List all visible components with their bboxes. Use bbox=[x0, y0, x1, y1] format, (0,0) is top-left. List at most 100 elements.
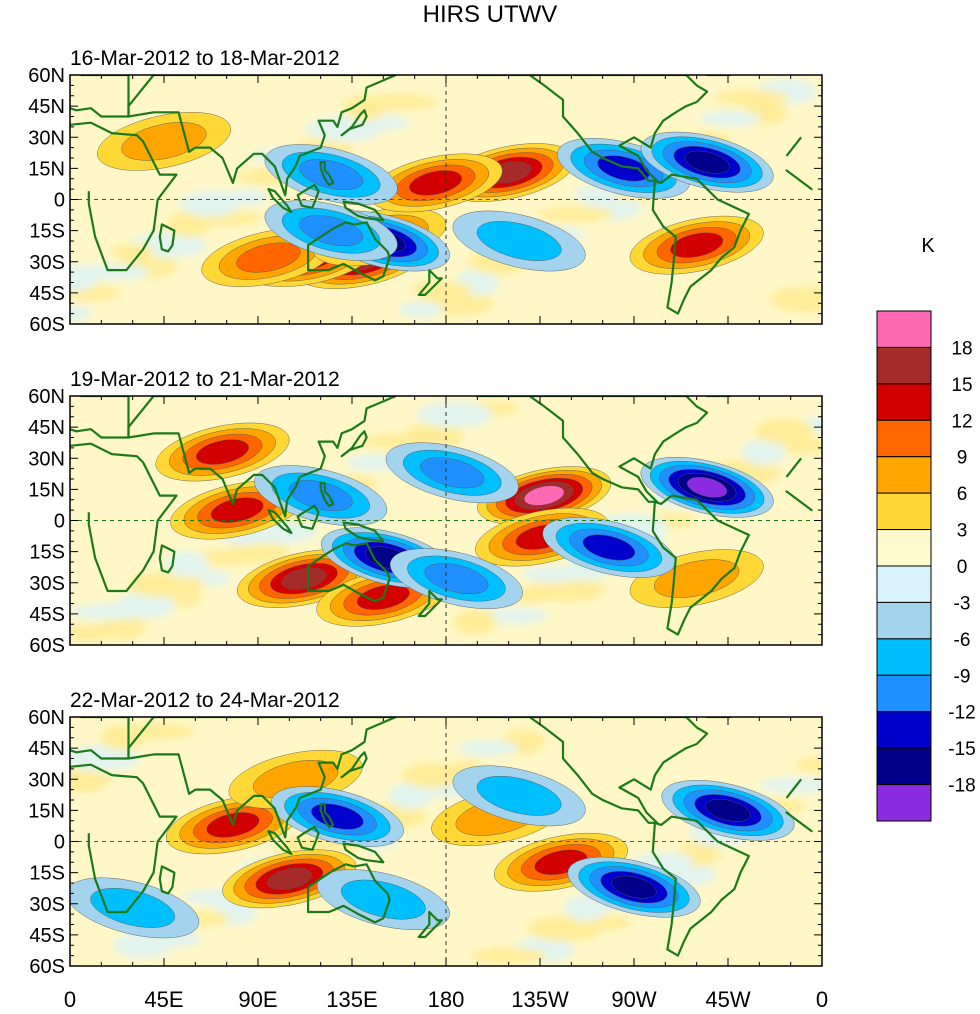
lat-label: 45N bbox=[28, 738, 65, 760]
anomaly-field bbox=[70, 717, 822, 966]
colorbar-swatch bbox=[876, 492, 932, 531]
lat-label: 30S bbox=[29, 252, 65, 274]
coastline bbox=[342, 521, 385, 543]
contour-level bbox=[524, 485, 565, 506]
background-blob bbox=[754, 418, 815, 445]
contour-level bbox=[281, 567, 327, 590]
background-blob bbox=[110, 243, 155, 260]
background-blob bbox=[416, 401, 493, 428]
lon-label: 180 bbox=[428, 987, 465, 1012]
lat-label: 15N bbox=[28, 479, 65, 501]
map-panel: 60N 45N 30N 15N 0 15S 30S 45S 60S 19-Mar-2012 to … bbox=[28, 368, 823, 657]
colorbar-label: 3 bbox=[957, 521, 968, 542]
coastline bbox=[70, 763, 813, 914]
coastline bbox=[307, 542, 391, 603]
colorbar-swatch bbox=[876, 784, 932, 822]
colorbar-swatch bbox=[876, 747, 932, 786]
lat-label: 30S bbox=[29, 573, 65, 595]
colorbar-swatch bbox=[876, 674, 932, 713]
background-blob bbox=[71, 603, 148, 620]
coastline bbox=[127, 75, 397, 197]
colorbar-label: -6 bbox=[954, 630, 971, 651]
lat-label: 30N bbox=[28, 769, 65, 791]
lat-label: 60N bbox=[28, 386, 65, 408]
lat-label: 60S bbox=[29, 956, 65, 978]
lat-label: 0 bbox=[54, 511, 65, 533]
coastline bbox=[296, 183, 320, 209]
background-blob bbox=[741, 439, 786, 466]
lon-label: 45E bbox=[144, 987, 183, 1012]
background-blob bbox=[758, 777, 822, 794]
anomaly-feature bbox=[385, 442, 519, 504]
background-blob bbox=[70, 305, 92, 322]
anomaly-feature bbox=[155, 422, 290, 482]
colorbar-label: 6 bbox=[957, 484, 968, 505]
coastline bbox=[476, 396, 709, 503]
coastline bbox=[127, 396, 397, 518]
background-blob bbox=[457, 740, 518, 757]
colorbar-swatch bbox=[876, 711, 932, 749]
background-blob bbox=[453, 609, 498, 636]
map-panel: 60N 45N 30N 15N 0 15S 30S 45S 60S 16-Mar-2012 to … bbox=[28, 47, 823, 336]
coastline bbox=[342, 842, 385, 864]
anomaly-field bbox=[70, 75, 822, 324]
background-blob bbox=[769, 286, 822, 313]
contour-level bbox=[90, 888, 175, 928]
colorbar-label: 12 bbox=[951, 411, 972, 432]
coastline bbox=[417, 589, 443, 618]
lon-label: 135W bbox=[511, 987, 569, 1012]
colorbar-swatch bbox=[876, 456, 932, 494]
anomaly-feature bbox=[452, 765, 586, 827]
coastline bbox=[296, 504, 320, 530]
colorbar-label: -12 bbox=[948, 703, 975, 724]
anomaly-feature bbox=[661, 780, 795, 841]
contour-level bbox=[582, 534, 636, 561]
coastline bbox=[342, 200, 385, 222]
coastline bbox=[319, 161, 335, 187]
coastline bbox=[267, 188, 293, 214]
background-blob bbox=[70, 265, 99, 292]
panel-label: 22-Mar-2012 to 24-Mar-2012 bbox=[70, 689, 340, 712]
background-blob bbox=[712, 89, 789, 106]
background-blob bbox=[527, 915, 604, 942]
background-blob bbox=[100, 724, 145, 751]
anomaly-feature bbox=[640, 456, 774, 518]
lon-label: 45W bbox=[705, 987, 750, 1012]
anomaly-feature bbox=[97, 112, 231, 171]
coastlines bbox=[70, 396, 813, 636]
colorbar-label: 9 bbox=[957, 448, 968, 469]
coastline bbox=[706, 396, 732, 398]
colorbar-swatch bbox=[876, 419, 932, 458]
map-panel: 60N 45N 30N 15N 0 15S 30S 45S 60S 22-Mar-2012 to … bbox=[28, 689, 823, 978]
background-blob bbox=[128, 571, 205, 598]
colorbar-swatch bbox=[876, 346, 932, 385]
map-panels: 60N 45N 30N 15N 0 15S 30S 45S 60S 16-Mar-2012 to … bbox=[28, 47, 823, 978]
lat-label: 30N bbox=[28, 127, 65, 149]
colorbar-label: 15 bbox=[951, 375, 972, 396]
colorbar-swatch bbox=[876, 383, 932, 421]
lat-label: 15S bbox=[29, 863, 65, 885]
coastline bbox=[70, 396, 130, 439]
coastline bbox=[651, 173, 750, 315]
coastline bbox=[267, 509, 293, 535]
colorbar-swatch bbox=[876, 310, 932, 348]
panel-label: 16-Mar-2012 to 18-Mar-2012 bbox=[70, 47, 340, 70]
colorbar-label: -9 bbox=[954, 666, 971, 687]
coastline bbox=[70, 442, 813, 593]
contour-level bbox=[236, 242, 301, 273]
background-blob bbox=[700, 110, 761, 127]
contour-level bbox=[687, 477, 728, 498]
coastline bbox=[417, 269, 443, 296]
lat-label: 60S bbox=[29, 635, 65, 657]
coastline bbox=[651, 815, 750, 957]
lat-label: 15N bbox=[28, 158, 65, 180]
colorbar-swatch bbox=[876, 565, 932, 603]
colorbar-label: -18 bbox=[948, 776, 975, 797]
coastline bbox=[307, 863, 391, 924]
coastline bbox=[158, 223, 176, 253]
coastline bbox=[706, 75, 732, 77]
figure-title: HIRS UTWV bbox=[423, 1, 558, 28]
lon-label: 135E bbox=[326, 987, 377, 1012]
lat-label: 15S bbox=[29, 542, 65, 564]
anomaly-field bbox=[70, 396, 822, 645]
